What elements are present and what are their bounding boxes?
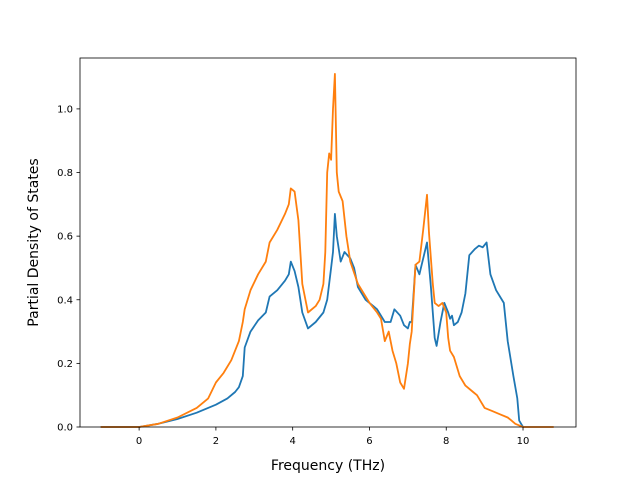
series-lines — [100, 73, 554, 428]
x-tick-label: 0 — [136, 436, 142, 447]
y-tick-label: 0.0 — [57, 423, 73, 434]
y-tick-label: 1.0 — [57, 104, 73, 115]
y-tick-label: 0.8 — [57, 168, 73, 179]
x-axis-label: Frequency (THz) — [271, 458, 385, 474]
y-tick-label: 0.6 — [57, 232, 73, 243]
y-tick-label: 0.4 — [57, 295, 73, 306]
plot-frame — [79, 57, 577, 428]
x-tick-label: 8 — [443, 436, 449, 447]
x-tick-label: 10 — [517, 436, 530, 447]
x-tick-label: 2 — [213, 436, 219, 447]
x-tick-label: 6 — [366, 436, 372, 447]
y-axis-label: Partial Density of States — [26, 158, 42, 326]
x-tick-label: 4 — [289, 436, 295, 447]
y-axis-ticks: 0.0 0.2 0.4 0.6 0.8 1.0 — [57, 104, 80, 434]
series-line-1 — [100, 212, 524, 428]
y-tick-label: 0.2 — [57, 359, 73, 370]
series-line-2 — [100, 73, 554, 428]
x-axis-ticks: 0 2 4 6 8 10 — [136, 427, 529, 447]
